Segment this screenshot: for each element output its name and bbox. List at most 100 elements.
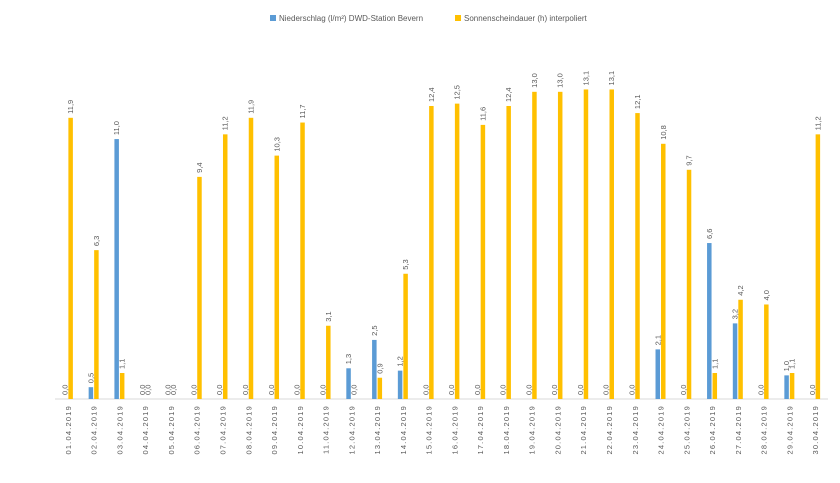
data-label-s0-27: 3,2 (731, 309, 740, 319)
x-tick-label-15: 15.04.2019 (425, 405, 434, 455)
data-label-s1-2: 6,3 (92, 236, 101, 246)
bar-s1-14 (403, 273, 408, 399)
data-label-s0-8: 0,0 (241, 385, 250, 395)
bar-s0-3 (114, 139, 119, 399)
bar-s1-8 (248, 117, 254, 400)
bar-s1-25 (686, 169, 692, 399)
x-tick-label-16: 16.04.2019 (450, 405, 459, 455)
bar-s0-27 (732, 323, 738, 399)
bar-s1-29 (789, 373, 795, 399)
x-tick-label-24: 24.04.2019 (657, 405, 666, 455)
bars (68, 89, 821, 400)
x-tick-label-29: 29.04.2019 (785, 405, 794, 455)
data-label-s1-16: 12,5 (453, 85, 462, 100)
data-label-s0-3: 11,0 (112, 121, 121, 135)
bar-s1-6 (197, 176, 202, 399)
x-tick-labels: 01.04.2019 02.04.2019 03.04.2019 04.04.2019… (64, 405, 820, 455)
data-label-s0-30: 0,0 (808, 385, 817, 395)
legend-label-1: Sonnenscheindauer (h) interpoliert (464, 14, 588, 23)
data-label-s0-9: 0,0 (267, 385, 276, 395)
x-tick-label-20: 20.04.2019 (553, 405, 562, 455)
x-tick-label-4: 04.04.2019 (141, 405, 150, 455)
bar-s1-9 (274, 155, 280, 399)
data-label-s1-14: 5,3 (401, 259, 410, 269)
x-tick-label-26: 26.04.2019 (708, 405, 717, 455)
x-tick-label-5: 05.04.2019 (167, 405, 176, 455)
x-tick-label-21: 21.04.2019 (579, 405, 588, 455)
bar-s1-17 (480, 124, 486, 399)
bar-s0-24 (655, 349, 661, 399)
legend-label-0: Niederschlag (l/m²) DWD-Station Bevern (279, 14, 423, 23)
x-tick-label-23: 23.04.2019 (631, 405, 640, 455)
data-label-s1-29: 1,1 (788, 359, 797, 369)
x-tick-label-13: 13.04.2019 (373, 405, 382, 455)
data-label-s1-17: 11,6 (478, 107, 487, 121)
data-label-s1-5: 0,0 (169, 385, 178, 395)
bar-s1-18 (506, 105, 511, 400)
legend-swatch-0 (270, 15, 276, 21)
bar-s0-13 (372, 339, 377, 399)
data-label-s0-22: 0,0 (602, 385, 611, 395)
data-label-s1-1: 11,9 (66, 100, 75, 114)
data-label-s1-15: 12,4 (427, 87, 436, 102)
data-label-s1-24: 10,8 (659, 125, 668, 140)
data-label-s1-28: 4,0 (762, 290, 771, 300)
data-label-s1-30: 11,2 (813, 116, 822, 130)
data-label-s0-25: 0,0 (679, 385, 688, 395)
bar-s1-10 (300, 122, 305, 400)
legend: Niederschlag (l/m²) DWD-Station Bevern So… (270, 14, 588, 23)
bar-s1-2 (94, 250, 99, 399)
x-tick-label-27: 27.04.2019 (734, 405, 743, 455)
bar-s1-13 (377, 377, 383, 399)
data-label-s0-6: 0,0 (189, 385, 198, 395)
bar-s1-23 (635, 113, 640, 399)
x-tick-label-10: 10.04.2019 (296, 405, 305, 455)
x-tick-label-19: 19.04.2019 (528, 405, 537, 455)
bar-s1-22 (609, 89, 614, 400)
data-label-s0-17: 0,0 (473, 385, 482, 395)
bar-s1-7 (222, 134, 228, 399)
x-tick-label-12: 12.04.2019 (347, 405, 356, 455)
bar-s1-1 (68, 117, 73, 400)
data-label-s1-22: 13,1 (607, 71, 616, 86)
bar-s1-27 (738, 299, 743, 399)
data-label-s0-7: 0,0 (215, 385, 224, 395)
data-label-s0-13: 2,5 (370, 325, 379, 335)
bar-s1-3 (119, 373, 125, 399)
x-tick-label-28: 28.04.2019 (760, 405, 769, 455)
bar-s1-24 (661, 143, 666, 399)
bar-s0-26 (707, 243, 712, 399)
data-label-s0-5: 0,0 (164, 385, 173, 395)
data-label-s1-26: 1,1 (710, 359, 719, 369)
data-label-s0-16: 0,0 (447, 385, 456, 395)
x-tick-label-1: 01.04.2019 (64, 405, 73, 455)
data-label-s1-12: 0,0 (350, 385, 359, 395)
data-label-s1-23: 12,1 (633, 94, 642, 109)
data-label-s0-28: 0,0 (756, 385, 765, 395)
x-tick-label-3: 03.04.2019 (115, 405, 124, 455)
data-label-s0-19: 0,0 (524, 385, 533, 395)
data-label-s1-6: 9,4 (195, 162, 204, 172)
bar-s1-21 (583, 89, 589, 400)
bar-s1-28 (764, 304, 769, 399)
data-label-s1-25: 9,7 (685, 155, 694, 165)
data-label-s0-21: 0,0 (576, 385, 585, 395)
x-tick-label-18: 18.04.2019 (502, 405, 511, 455)
x-tick-label-11: 11.04.2019 (322, 405, 331, 454)
data-label-s1-20: 13,0 (556, 73, 565, 88)
x-tick-label-7: 07.04.2019 (218, 405, 227, 455)
bar-s1-19 (532, 91, 537, 399)
data-label-s1-18: 12,4 (504, 87, 513, 102)
data-label-s1-7: 11,2 (221, 116, 230, 130)
data-label-s0-26: 6,6 (705, 229, 714, 239)
data-label-s0-4: 0,0 (138, 385, 147, 395)
bar-s0-14 (397, 370, 403, 399)
data-label-s1-3: 1,1 (118, 359, 127, 369)
data-label-s0-14: 1,2 (396, 356, 405, 366)
data-label-s0-2: 0,5 (86, 373, 95, 383)
x-tick-label-9: 09.04.2019 (270, 405, 279, 455)
data-label-s1-13: 0,9 (375, 363, 384, 373)
data-label-s1-21: 13,1 (581, 71, 590, 86)
